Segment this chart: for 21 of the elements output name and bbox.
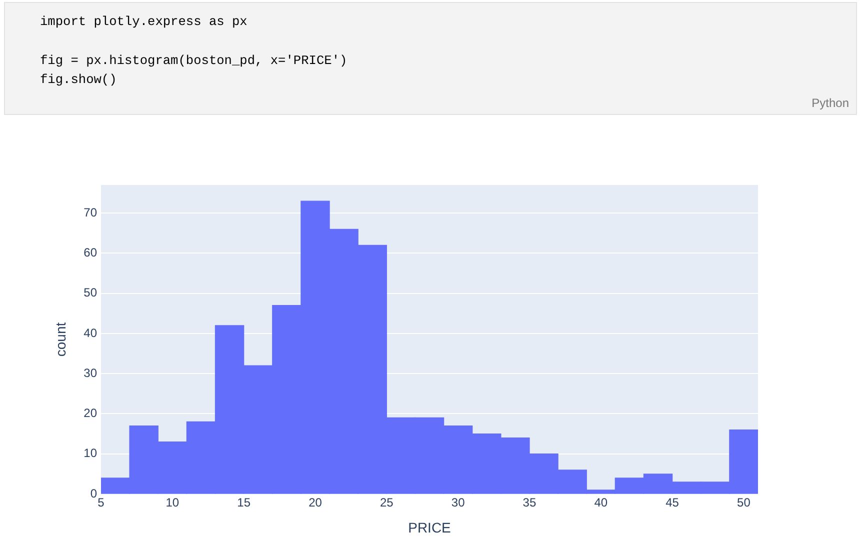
x-tick-label: 5	[98, 496, 105, 510]
x-tick-label: 35	[522, 496, 536, 510]
x-axis-title: PRICE	[408, 519, 451, 536]
y-tick-label: 60	[84, 246, 98, 260]
y-tick-label: 10	[84, 446, 98, 460]
y-axis-title: count	[52, 322, 68, 357]
x-tick-label: 45	[666, 496, 680, 510]
y-tick-label: 70	[84, 205, 98, 220]
code-panel: import plotly.express as px fig = px.histogram(boston_pd, x='PRICE') fig.show() Python	[4, 2, 857, 115]
x-tick-label: 10	[166, 496, 180, 510]
y-tick-label: 40	[84, 326, 98, 340]
x-tick-label: 40	[594, 496, 608, 510]
y-tick-label: 30	[84, 366, 98, 380]
x-tick-label: 15	[237, 496, 251, 510]
y-tick-label: 0	[90, 486, 98, 500]
x-tick-label: 30	[451, 496, 466, 510]
x-tick-label: 25	[380, 496, 394, 510]
x-tick-label: 50	[737, 496, 751, 510]
x-tick-label: 20	[308, 496, 322, 510]
y-tick-label: 50	[84, 286, 98, 300]
y-tick-label: 20	[84, 406, 98, 420]
